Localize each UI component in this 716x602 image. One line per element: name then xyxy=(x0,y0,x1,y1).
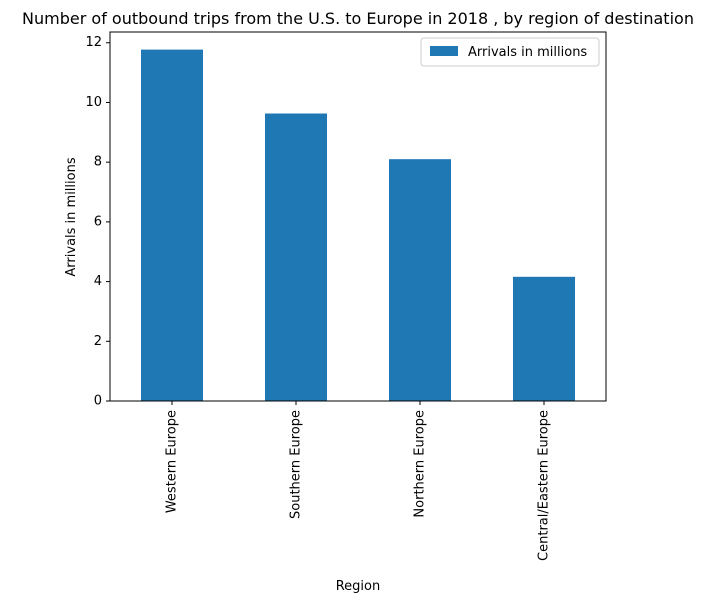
y-tick-label: 12 xyxy=(85,35,102,50)
y-axis-label: Arrivals in millions xyxy=(64,157,79,276)
y-tick-label: 2 xyxy=(94,334,102,349)
legend-frame xyxy=(420,37,600,67)
bar-central-eastern-europe xyxy=(513,276,575,401)
y-tick-label: 6 xyxy=(94,214,102,229)
x-axis-ticks: Western Europe Southern Europe Northern Eu… xyxy=(165,401,552,561)
bar-western-europe xyxy=(141,49,203,402)
y-tick-label: 10 xyxy=(85,95,102,110)
bar-northern-europe xyxy=(389,159,451,401)
x-tick-label: Central/Eastern Europe xyxy=(537,410,552,561)
legend-entry: Arrivals in millions xyxy=(468,45,587,60)
x-tick-label: Southern Europe xyxy=(289,410,304,519)
x-tick-label: Western Europe xyxy=(165,410,180,513)
plot-frame xyxy=(109,31,607,402)
legend-swatch xyxy=(430,46,458,56)
y-tick-label: 8 xyxy=(94,155,102,170)
legend: Arrivals in millions xyxy=(420,37,600,67)
x-axis-label: Region xyxy=(336,579,381,594)
x-tick-label: Northern Europe xyxy=(413,410,428,518)
bars-group xyxy=(141,49,575,402)
bar-southern-europe xyxy=(265,113,327,401)
y-axis-ticks: 0 2 4 6 8 10 12 xyxy=(85,35,110,409)
y-tick-label: 4 xyxy=(94,274,102,289)
chart-title: Number of outbound trips from the U.S. t… xyxy=(22,9,694,28)
y-tick-label: 0 xyxy=(94,394,102,409)
